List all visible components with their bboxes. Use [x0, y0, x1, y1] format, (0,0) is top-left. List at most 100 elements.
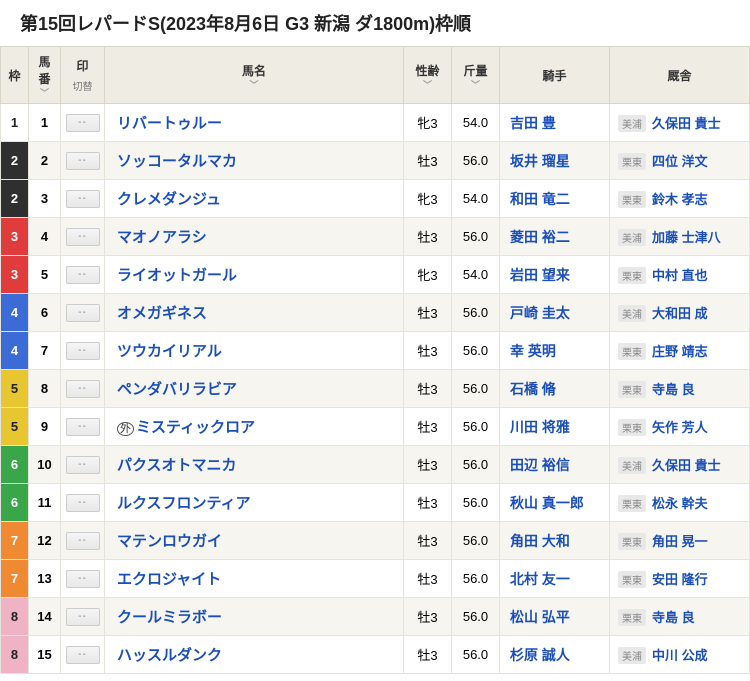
trainer-link[interactable]: 寺島 良	[652, 382, 695, 397]
table-row: 815--ハッスルダンク牡356.0杉原 誠人美浦中川 公成	[1, 636, 750, 674]
col-waku[interactable]: 枠	[1, 47, 29, 104]
trainer-cell: 栗東松永 幹夫	[610, 484, 750, 522]
horse-name-link[interactable]: クールミラボー	[117, 609, 222, 626]
trainer-link[interactable]: 四位 洋文	[652, 154, 708, 169]
trainer-link[interactable]: 久保田 貴士	[652, 116, 721, 131]
umaban-cell: 1	[29, 104, 61, 142]
jockey-link[interactable]: 戸崎 圭太	[510, 305, 570, 321]
jockey-link[interactable]: 北村 友一	[510, 571, 570, 587]
jockey-link[interactable]: 石橋 脩	[510, 381, 556, 397]
mark-select[interactable]: --	[66, 608, 100, 626]
kinryo-cell: 56.0	[452, 636, 500, 674]
col-seirei[interactable]: 性齢﹀	[404, 47, 452, 104]
region-badge: 栗東	[618, 267, 646, 284]
jockey-link[interactable]: 坂井 瑠星	[510, 153, 570, 169]
table-row: 59--外ミスティックロア牡356.0川田 将雅栗東矢作 芳人	[1, 408, 750, 446]
mark-cell: --	[61, 598, 105, 636]
mark-select[interactable]: --	[66, 456, 100, 474]
horse-name-link[interactable]: ミスティックロア	[136, 419, 255, 436]
horse-name-link[interactable]: パクスオトマニカ	[117, 457, 237, 474]
jockey-link[interactable]: 角田 大和	[510, 533, 570, 549]
seirei-cell: 牡3	[404, 636, 452, 674]
horse-name-link[interactable]: マオノアラシ	[117, 229, 207, 246]
mark-select[interactable]: --	[66, 304, 100, 322]
col-jockey[interactable]: 騎手	[500, 47, 610, 104]
mark-select[interactable]: --	[66, 266, 100, 284]
horse-name-cell: ツウカイリアル	[105, 332, 404, 370]
trainer-link[interactable]: 加藤 士津八	[652, 230, 721, 245]
jockey-link[interactable]: 吉田 豊	[510, 115, 556, 131]
trainer-cell: 美浦中川 公成	[610, 636, 750, 674]
trainer-link[interactable]: 庄野 靖志	[652, 344, 708, 359]
col-trainer[interactable]: 厩舎	[610, 47, 750, 104]
col-mark[interactable]: 印切替	[61, 47, 105, 104]
mark-select[interactable]: --	[66, 646, 100, 664]
jockey-link[interactable]: 幸 英明	[510, 343, 556, 359]
mark-cell: --	[61, 104, 105, 142]
mark-select[interactable]: --	[66, 342, 100, 360]
horse-name-link[interactable]: マテンロウガイ	[117, 533, 222, 550]
trainer-cell: 美浦久保田 貴士	[610, 446, 750, 484]
jockey-link[interactable]: 田辺 裕信	[510, 457, 570, 473]
horse-name-link[interactable]: ハッスルダンク	[117, 647, 222, 664]
mark-select[interactable]: --	[66, 494, 100, 512]
col-umaban[interactable]: 馬番﹀	[29, 47, 61, 104]
mark-select[interactable]: --	[66, 532, 100, 550]
region-badge: 美浦	[618, 457, 646, 474]
trainer-cell: 栗東矢作 芳人	[610, 408, 750, 446]
horse-name-link[interactable]: ツウカイリアル	[117, 343, 222, 360]
mark-cell: --	[61, 218, 105, 256]
kinryo-cell: 56.0	[452, 332, 500, 370]
trainer-link[interactable]: 松永 幹夫	[652, 496, 708, 511]
kinryo-cell: 56.0	[452, 370, 500, 408]
horse-name-link[interactable]: ライオットガール	[117, 267, 237, 284]
jockey-link[interactable]: 岩田 望来	[510, 267, 570, 283]
horse-name-link[interactable]: ルクスフロンティア	[117, 495, 251, 512]
trainer-cell: 美浦久保田 貴士	[610, 104, 750, 142]
region-badge: 栗東	[618, 495, 646, 512]
trainer-cell: 美浦大和田 成	[610, 294, 750, 332]
jockey-link[interactable]: 杉原 誠人	[510, 647, 570, 663]
trainer-link[interactable]: 久保田 貴士	[652, 458, 721, 473]
kinryo-cell: 56.0	[452, 142, 500, 180]
horse-name-link[interactable]: クレメダンジュ	[117, 191, 221, 208]
waku-cell: 1	[1, 104, 29, 142]
horse-name-cell: ルクスフロンティア	[105, 484, 404, 522]
mark-select[interactable]: --	[66, 152, 100, 170]
horse-name-link[interactable]: ペンダバリラビア	[117, 381, 237, 398]
waku-cell: 4	[1, 294, 29, 332]
jockey-link[interactable]: 和田 竜二	[510, 191, 570, 207]
horse-name-link[interactable]: エクロジャイト	[117, 571, 221, 588]
trainer-link[interactable]: 安田 隆行	[652, 572, 708, 587]
trainer-link[interactable]: 角田 晃一	[652, 534, 708, 549]
trainer-link[interactable]: 鈴木 孝志	[652, 192, 708, 207]
mark-select[interactable]: --	[66, 190, 100, 208]
trainer-link[interactable]: 寺島 良	[652, 610, 695, 625]
horse-name-cell: ライオットガール	[105, 256, 404, 294]
jockey-link[interactable]: 菱田 裕二	[510, 229, 570, 245]
jockey-cell: 菱田 裕二	[500, 218, 610, 256]
mark-select[interactable]: --	[66, 228, 100, 246]
mark-select[interactable]: --	[66, 114, 100, 132]
jockey-link[interactable]: 川田 将雅	[510, 419, 570, 435]
horse-name-cell: ソッコータルマカ	[105, 142, 404, 180]
col-kinryo[interactable]: 斤量﹀	[452, 47, 500, 104]
trainer-link[interactable]: 中村 直也	[652, 268, 708, 283]
horse-name-link[interactable]: リバートゥルー	[117, 115, 222, 132]
umaban-cell: 5	[29, 256, 61, 294]
trainer-link[interactable]: 中川 公成	[652, 648, 708, 663]
trainer-link[interactable]: 大和田 成	[652, 306, 708, 321]
jockey-link[interactable]: 松山 弘平	[510, 609, 570, 625]
horse-name-link[interactable]: オメガギネス	[117, 305, 207, 322]
trainer-link[interactable]: 矢作 芳人	[652, 420, 708, 435]
mark-cell: --	[61, 636, 105, 674]
mark-select[interactable]: --	[66, 418, 100, 436]
horse-name-link[interactable]: ソッコータルマカ	[117, 153, 237, 170]
mark-cell: --	[61, 446, 105, 484]
col-name[interactable]: 馬名﹀	[105, 47, 404, 104]
kinryo-cell: 56.0	[452, 598, 500, 636]
mark-select[interactable]: --	[66, 570, 100, 588]
jockey-link[interactable]: 秋山 真一郎	[510, 495, 584, 511]
mark-select[interactable]: --	[66, 380, 100, 398]
trainer-cell: 栗東庄野 靖志	[610, 332, 750, 370]
